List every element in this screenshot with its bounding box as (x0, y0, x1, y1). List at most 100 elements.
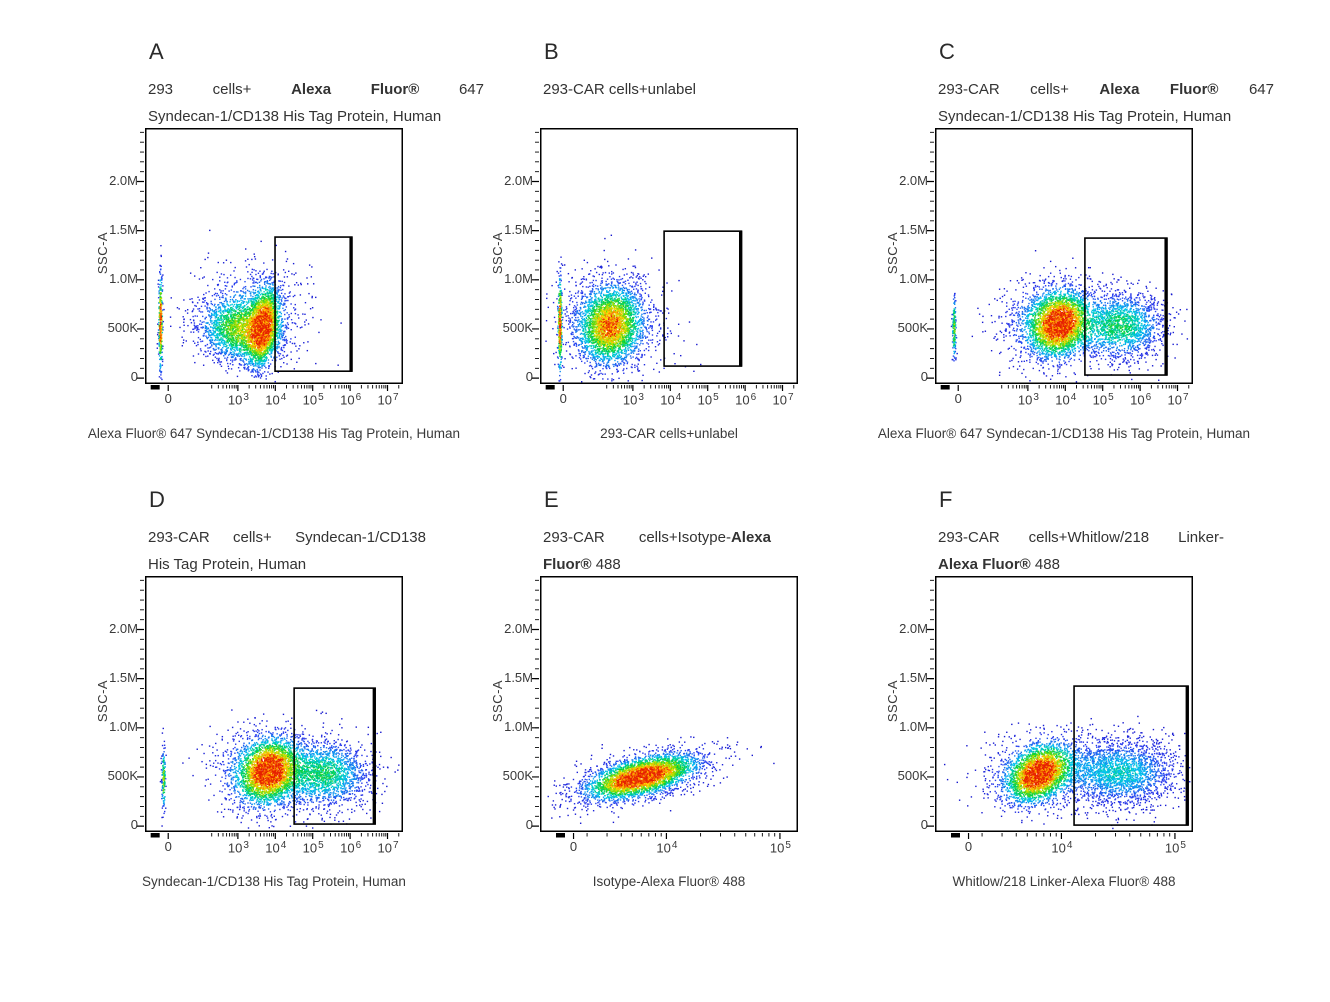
panel-title-line: Syndecan-1/CD138 His Tag Protein, Human (938, 108, 1232, 125)
y-tick-label: 0 (76, 369, 138, 385)
panel-letter: D (149, 487, 165, 512)
x-tick-label: 0 (164, 839, 172, 854)
y-tick-label: 1.0M (899, 718, 928, 734)
y-tick-label: 1.5M (109, 221, 138, 237)
x-tick-label: 0 (164, 391, 172, 406)
y-tick-label: 2.0M (504, 172, 533, 188)
x-tick-label: 107 (772, 392, 794, 408)
x-tick-label: 104 (1055, 392, 1077, 408)
x-tick-label: 103 (227, 840, 249, 856)
panel-title-line: Fluor® 488 (543, 556, 621, 573)
y-tick-label: 1.0M (109, 718, 138, 734)
y-tick-label: 2.0M (504, 620, 533, 636)
y-tick-label: 0 (471, 817, 533, 833)
panel-letter: F (939, 487, 953, 512)
x-tick-label: 105 (1092, 392, 1114, 408)
x-tick-label: 104 (265, 392, 287, 408)
scatter-plot-canvas (133, 575, 417, 853)
y-tick-label: 2.0M (899, 172, 928, 188)
y-tick-label: 1.5M (899, 669, 928, 685)
panel-letter: A (149, 39, 164, 64)
y-axis-label: SSC-A (885, 679, 900, 723)
y-tick-label: 1.0M (109, 270, 138, 286)
x-tick-label: 105 (769, 840, 791, 856)
panel-title: 293-CAR cells+unlabel (543, 76, 853, 103)
y-tick-label: 1.5M (899, 221, 928, 237)
y-tick-label: 500K (897, 319, 928, 335)
x-tick-label: 104 (660, 392, 682, 408)
x-axis-label: Alexa Fluor® 647 Syndecan-1/CD138 His Ta… (87, 426, 461, 441)
x-tick-label: 0 (964, 839, 973, 854)
panel-title-line: 293-CAR cells+ Alexa Fluor® 647 (938, 81, 1274, 98)
panel-F: F 293-CAR cells+Whitlow/218 Linker- Alexa… (850, 483, 1312, 928)
panel-letter: E (544, 487, 559, 512)
x-tick-label: 103 (227, 392, 249, 408)
y-tick-label: 500K (107, 319, 138, 335)
y-tick-label: 1.5M (504, 669, 533, 685)
y-tick-label: 500K (502, 319, 533, 335)
x-tick-label: 107 (377, 392, 399, 408)
x-tick-label: 103 (622, 392, 644, 408)
x-tick-label: 0 (559, 391, 567, 406)
x-tick-label: 107 (377, 840, 399, 856)
y-tick-label: 500K (897, 767, 928, 783)
y-tick-label: 500K (502, 767, 533, 783)
y-axis-label: SSC-A (490, 231, 505, 275)
x-tick-label: 104 (1051, 840, 1073, 856)
x-tick-label: 103 (1017, 392, 1039, 408)
panel-A: A 293 cells+ Alexa Fluor® 647 Syndecan-1/… (60, 35, 522, 480)
x-tick-label: 107 (1167, 392, 1189, 408)
x-tick-label: 105 (1164, 840, 1186, 856)
panel-title-line: 293-CAR cells+Whitlow/218 Linker- (938, 529, 1224, 546)
panel-E: E 293-CAR cells+Isotype-Alexa Fluor® 488 … (455, 483, 917, 928)
x-tick-label: 106 (1130, 392, 1152, 408)
y-axis-label: SSC-A (490, 679, 505, 723)
x-axis-label: Whitlow/218 Linker-Alexa Fluor® 488 (952, 874, 1176, 889)
panel-title-line: Alexa Fluor® 488 (938, 556, 1060, 573)
panel-title: 293-CAR cells+ Alexa Fluor® 647 Syndecan-… (938, 76, 1274, 130)
panel-C: C 293-CAR cells+ Alexa Fluor® 647 Syndeca… (850, 35, 1312, 480)
scatter-plot-canvas (923, 575, 1207, 853)
panel-title-line: 293-CAR cells+unlabel (543, 81, 697, 98)
panel-D: D 293-CAR cells+ Syndecan-1/CD138 His Tag… (60, 483, 522, 928)
y-tick-label: 1.0M (504, 718, 533, 734)
y-tick-label: 0 (471, 369, 533, 385)
x-tick-label: 104 (656, 840, 678, 856)
x-tick-label: 105 (302, 392, 324, 408)
x-tick-label: 104 (265, 840, 287, 856)
panel-B: B 293-CAR cells+unlabel SSC-A 0 500K 1.0M 1… (455, 35, 917, 480)
x-axis-label: Syndecan-1/CD138 His Tag Protein, Human (142, 874, 406, 889)
panel-title: 293-CAR cells+Whitlow/218 Linker- Alexa F… (938, 524, 1224, 578)
panel-title: 293-CAR cells+Isotype-Alexa Fluor® 488 (543, 524, 771, 578)
y-tick-label: 1.0M (504, 270, 533, 286)
panel-title-line: His Tag Protein, Human (148, 556, 307, 573)
panel-title-line: 293-CAR cells+Isotype-Alexa (543, 529, 771, 546)
y-tick-label: 2.0M (109, 172, 138, 188)
x-tick-label: 106 (340, 392, 362, 408)
scatter-plot-canvas (528, 575, 812, 853)
y-tick-label: 0 (866, 369, 928, 385)
y-axis-label: SSC-A (885, 231, 900, 275)
panel-title-line: 293 cells+ Alexa Fluor® 647 (148, 81, 484, 98)
y-axis-label: SSC-A (95, 231, 110, 275)
x-axis-label: Isotype-Alexa Fluor® 488 (592, 874, 746, 889)
y-tick-label: 500K (107, 767, 138, 783)
x-tick-label: 0 (954, 391, 962, 406)
y-tick-label: 2.0M (899, 620, 928, 636)
y-tick-label: 1.0M (899, 270, 928, 286)
scatter-plot-canvas (133, 127, 417, 405)
x-axis-label: Alexa Fluor® 647 Syndecan-1/CD138 His Ta… (877, 426, 1251, 441)
scatter-plot-canvas (923, 127, 1207, 405)
panel-title-line: 293-CAR cells+ Syndecan-1/CD138 (148, 529, 426, 546)
panel-title: 293 cells+ Alexa Fluor® 647 Syndecan-1/CD… (148, 76, 484, 130)
x-tick-label: 106 (340, 840, 362, 856)
x-tick-label: 105 (302, 840, 324, 856)
y-axis-label: SSC-A (95, 679, 110, 723)
y-tick-label: 2.0M (109, 620, 138, 636)
panel-letter: C (939, 39, 955, 64)
x-tick-label: 105 (697, 392, 719, 408)
panel-title: 293-CAR cells+ Syndecan-1/CD138 His Tag P… (148, 524, 426, 578)
y-tick-label: 1.5M (504, 221, 533, 237)
panel-title-line: Syndecan-1/CD138 His Tag Protein, Human (148, 108, 442, 125)
